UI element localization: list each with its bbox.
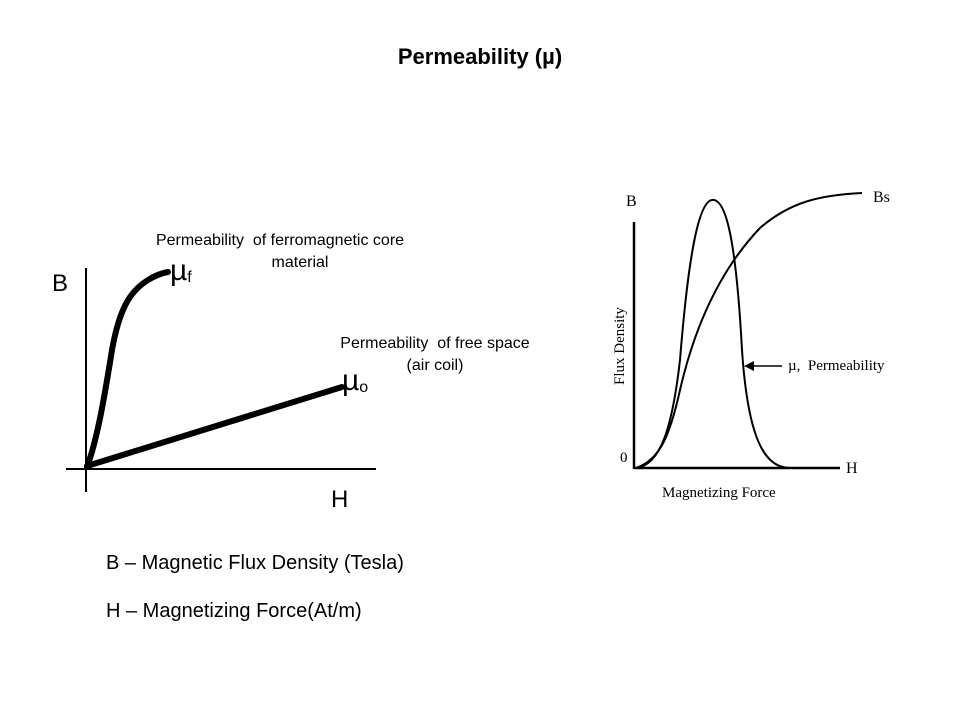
free-space-annotation: Permeability of free space (air coil) <box>300 333 570 377</box>
permeability-arrow-head <box>744 361 754 371</box>
right-origin-label: 0 <box>620 450 628 466</box>
right-y-axis-title: Flux Density <box>612 307 628 385</box>
free-annotation-line2: (air coil) <box>406 357 464 374</box>
mu-ferro-subscript: f <box>187 269 192 286</box>
right-bh-diagram: B H 0 Bs µ, Permeability Magnetizing For… <box>612 189 890 501</box>
ferro-annotation-line2: material <box>271 254 329 271</box>
mu-ferro-symbol: µ <box>170 254 188 287</box>
free-annotation-line1: Permeability of free space <box>340 335 530 352</box>
slide-title: Permeability (µ) <box>397 44 563 69</box>
b-definition: B – Magnetic Flux Density (Tesla) <box>106 552 404 574</box>
mu-ferro-label: µf <box>170 256 192 293</box>
ferro-annotation: Permeability of ferromagnetic core mater… <box>100 230 460 274</box>
mu-free-symbol: µ <box>342 364 360 397</box>
right-x-axis-title: Magnetizing Force <box>662 485 776 501</box>
right-y-axis-label: B <box>626 193 637 210</box>
ferromagnetic-curve <box>84 269 171 470</box>
mu-free-label: µo <box>342 366 368 403</box>
mu-free-subscript: o <box>359 379 369 396</box>
right-x-axis-label: H <box>846 460 858 477</box>
ferro-annotation-line1: Permeability of ferromagnetic core <box>155 232 405 249</box>
free-space-line <box>84 384 345 469</box>
permeability-curve <box>635 198 791 469</box>
left-y-axis-label: B <box>52 270 69 297</box>
magnetization-curve <box>635 192 863 469</box>
permeability-label: µ, Permeability <box>788 358 885 374</box>
saturation-label: Bs <box>873 189 890 206</box>
left-x-axis-label: H <box>331 486 349 513</box>
h-definition: H – Magnetizing Force(At/m) <box>106 600 362 622</box>
